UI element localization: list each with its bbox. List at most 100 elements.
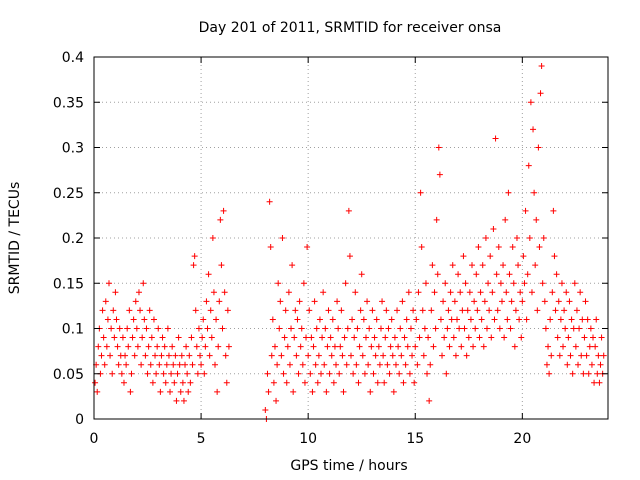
data-point bbox=[142, 352, 149, 359]
data-point bbox=[461, 325, 468, 332]
data-point bbox=[445, 307, 452, 314]
data-point bbox=[223, 379, 230, 386]
data-point bbox=[489, 289, 496, 296]
data-point bbox=[404, 343, 411, 350]
data-point bbox=[558, 280, 565, 287]
y-tick-label: 0.05 bbox=[53, 367, 84, 383]
data-point bbox=[140, 280, 147, 287]
data-point bbox=[382, 334, 389, 341]
data-point bbox=[442, 280, 449, 287]
data-point bbox=[476, 334, 483, 341]
data-point bbox=[218, 262, 225, 269]
data-point bbox=[479, 262, 486, 269]
data-point bbox=[430, 343, 437, 350]
data-point bbox=[482, 235, 489, 241]
data-point bbox=[595, 352, 602, 359]
data-point bbox=[147, 361, 154, 368]
data-point bbox=[502, 216, 509, 223]
data-point bbox=[580, 370, 587, 377]
data-point bbox=[112, 289, 119, 296]
data-point bbox=[477, 289, 484, 296]
data-point bbox=[158, 352, 165, 359]
data-point bbox=[462, 280, 469, 287]
data-point bbox=[565, 334, 572, 341]
data-point bbox=[286, 361, 293, 368]
data-point bbox=[187, 379, 194, 386]
data-point bbox=[556, 352, 563, 359]
data-point bbox=[162, 379, 169, 386]
data-point bbox=[501, 334, 508, 341]
data-point bbox=[355, 379, 362, 386]
data-point bbox=[377, 325, 384, 332]
data-point bbox=[539, 280, 546, 287]
data-point bbox=[118, 370, 125, 377]
data-point bbox=[413, 316, 420, 323]
data-point bbox=[552, 307, 559, 314]
y-tick-label: 0.4 bbox=[62, 50, 84, 66]
data-point bbox=[309, 388, 316, 395]
data-point bbox=[395, 343, 402, 350]
data-point bbox=[403, 316, 410, 323]
data-point bbox=[463, 352, 470, 359]
data-point bbox=[568, 316, 575, 323]
data-point bbox=[464, 307, 471, 314]
data-point bbox=[410, 307, 417, 314]
data-point bbox=[505, 189, 512, 196]
data-point bbox=[503, 289, 510, 296]
data-point bbox=[202, 343, 209, 350]
data-point bbox=[478, 316, 485, 323]
data-point bbox=[342, 280, 349, 287]
data-point bbox=[105, 280, 112, 287]
data-point bbox=[486, 307, 493, 314]
data-point bbox=[188, 334, 195, 341]
data-point bbox=[285, 289, 292, 296]
data-point bbox=[291, 334, 298, 341]
data-point bbox=[222, 352, 229, 359]
data-point bbox=[168, 370, 175, 377]
data-point bbox=[153, 370, 160, 377]
data-point bbox=[311, 298, 318, 305]
data-point bbox=[195, 325, 202, 332]
data-point bbox=[428, 307, 435, 314]
data-point bbox=[455, 271, 462, 278]
data-point bbox=[475, 244, 482, 251]
data-point bbox=[109, 370, 116, 377]
data-point bbox=[225, 343, 232, 350]
data-point bbox=[323, 388, 330, 395]
data-point bbox=[487, 253, 494, 260]
data-point bbox=[116, 325, 123, 332]
data-point bbox=[586, 343, 593, 350]
data-point bbox=[419, 307, 426, 314]
data-point bbox=[273, 397, 280, 404]
data-point bbox=[521, 280, 528, 287]
data-point bbox=[351, 334, 358, 341]
data-point bbox=[431, 289, 438, 296]
y-tick-label: 0.3 bbox=[62, 141, 84, 157]
data-point bbox=[349, 316, 356, 323]
data-point bbox=[124, 325, 131, 332]
data-point bbox=[449, 262, 456, 269]
data-point bbox=[594, 370, 601, 377]
data-point bbox=[366, 325, 373, 332]
data-point bbox=[480, 343, 487, 350]
data-point bbox=[512, 307, 519, 314]
data-point bbox=[497, 280, 504, 287]
data-point bbox=[591, 379, 598, 386]
data-point bbox=[437, 316, 444, 323]
data-point bbox=[283, 379, 290, 386]
data-point bbox=[275, 280, 282, 287]
data-point bbox=[417, 189, 424, 196]
data-point bbox=[352, 289, 359, 296]
data-point bbox=[551, 253, 558, 260]
data-point bbox=[336, 370, 343, 377]
data-point bbox=[530, 126, 537, 133]
data-point bbox=[491, 316, 498, 323]
data-point bbox=[102, 298, 109, 305]
data-point bbox=[111, 334, 118, 341]
data-point bbox=[418, 244, 425, 251]
data-point bbox=[372, 352, 379, 359]
data-point bbox=[360, 316, 367, 323]
data-point bbox=[175, 334, 182, 341]
data-point bbox=[174, 370, 181, 377]
data-point bbox=[533, 216, 540, 223]
